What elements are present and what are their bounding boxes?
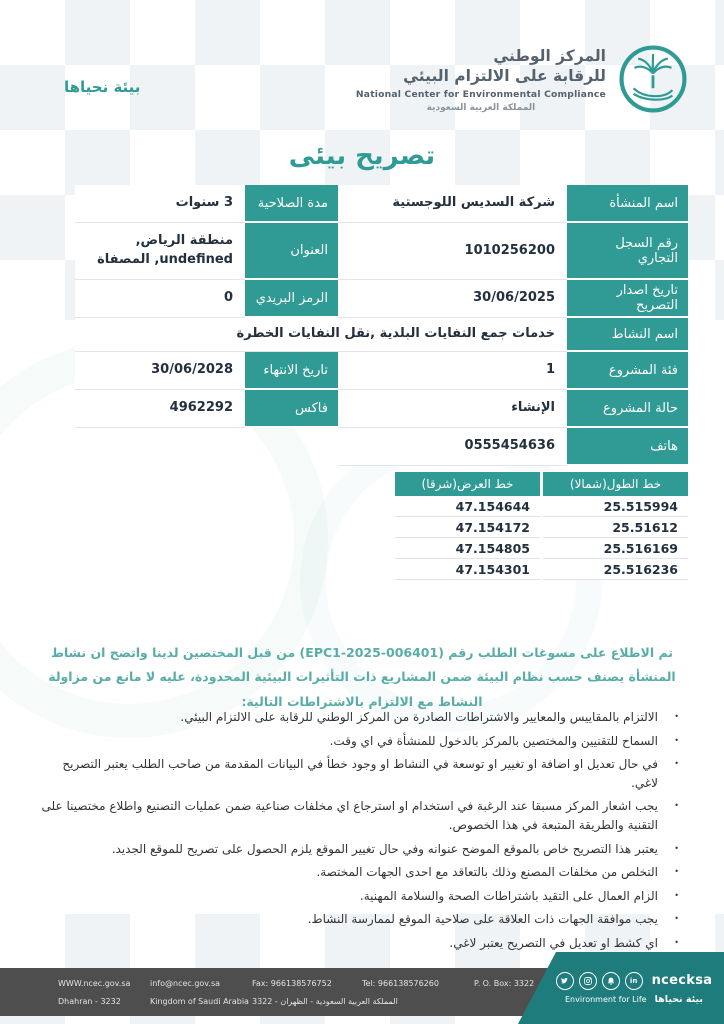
coords-value: 25.516236	[543, 559, 688, 580]
field-value-address: منطقة الرياض, undefined, المصفاة	[75, 223, 245, 280]
slogan-arabic: بيئة نحياها	[654, 993, 703, 1005]
condition-item: في حال تعديل او اضافة او تغيير او توسعة …	[36, 755, 688, 792]
footer-email: info@ncec.gov.sa	[150, 978, 221, 988]
field-label-facility-name: اسم المنشأة	[567, 185, 688, 223]
org-title-block: المركز الوطني للرقابة على الالتزام البيئ…	[356, 42, 606, 113]
footer-country: Kingdom of Saudi Arabia	[150, 996, 249, 1006]
condition-item: السماح للتقنيين والمختصين بالمركز بالدخو…	[36, 732, 688, 751]
field-value-commercial-register: 1010256200	[338, 223, 567, 280]
field-value-fax: 4962292	[75, 390, 245, 428]
org-name-arabic-line2: للرقابة على الالتزام البيئي	[403, 67, 606, 86]
field-label-project-status: حالة المشروع	[567, 390, 688, 428]
twitter-icon	[555, 971, 574, 990]
field-label-project-category: فئة المشروع	[567, 352, 688, 390]
field-value-project-category: 1	[338, 352, 567, 390]
condition-item: يجب اشعار المركز مسبقا عند الرغبة في است…	[36, 797, 688, 834]
coords-value: 25.515994	[543, 496, 688, 517]
field-label-validity-period: مدة الصلاحية	[245, 185, 338, 223]
field-value-validity-period: 3 سنوات	[75, 185, 245, 223]
field-value-facility-name: شركة السديس اللوجستية	[338, 185, 567, 223]
instagram-icon	[578, 971, 597, 990]
coords-value: 47.154301	[395, 559, 540, 580]
footer-pobox: P. O. Box: 3322	[474, 978, 535, 988]
field-label-expiry-date: تاريخ الانتهاء	[245, 352, 338, 390]
field-value-issue-date: 30/06/2025	[338, 280, 567, 318]
org-name-english: National Center for Environmental Compli…	[355, 89, 606, 101]
page-title: تصريح بيئى	[288, 141, 436, 171]
coords-value: 25.516169	[543, 538, 688, 559]
field-value-project-status: الإنشاء	[338, 390, 567, 428]
field-label-commercial-register: رقم السجل التجاري	[567, 223, 688, 280]
social-icons-row: in ncecksa	[555, 971, 713, 990]
permit-info-table: اسم المنشأة شركة السديس اللوجستية مدة ال…	[75, 185, 688, 466]
field-value-expiry-date: 30/06/2028	[75, 352, 245, 390]
coords-header-latitude-east: خط العرض(شرقا)	[395, 472, 540, 496]
field-label-postal-code: الرمز البريدي	[245, 280, 338, 318]
saudi-palm-swords-emblem-icon	[616, 42, 690, 120]
org-name-arabic-line1: المركز الوطني	[493, 47, 606, 65]
field-label-fax: فاكس	[245, 390, 338, 428]
coords-value: 47.154805	[395, 538, 540, 559]
conditions-list: الالتزام بالمقاييس والمعايير والاشتراطات…	[36, 708, 688, 958]
condition-item: الالتزام بالمقاييس والمعايير والاشتراطات…	[36, 708, 688, 727]
coords-value: 47.154172	[395, 517, 540, 538]
field-label-address: العنوان	[245, 223, 338, 280]
condition-item: يعتبر هذا التصريح خاص بالموقع الموضح عنو…	[36, 840, 688, 859]
field-value-phone: 0555454636	[338, 428, 567, 466]
coords-value: 47.154644	[395, 496, 540, 517]
linkedin-icon: in	[624, 971, 643, 990]
footer-fax: Fax: 966138576752	[252, 978, 332, 988]
footer-website: WWW.ncec.gov.sa	[58, 978, 131, 988]
org-country-arabic: المملكة العربية السعودية	[426, 103, 536, 114]
condition-item: يجب موافقة الجهات ذات العلاقة على صلاحية…	[36, 910, 688, 929]
field-value-activity-name: خدمات جمع النفايات البلدية ,نقل النفايات…	[75, 318, 567, 352]
footer-contact-bar: WWW.ncec.gov.sa info@ncec.gov.sa Fax: 96…	[0, 968, 598, 1016]
field-label-activity-name: اسم النشاط	[567, 318, 688, 352]
footer-address-arabic: المملكة العربية السعودية - الظهران - 332…	[252, 996, 398, 1006]
brand-tagline: بيئة نحياها	[64, 78, 141, 96]
social-handle: ncecksa	[651, 973, 713, 988]
coordinates-table: خط الطول(شمالا) خط العرض(شرقا) 25.515994…	[395, 472, 688, 580]
condition-item: اي كشط او تعديل في التصريح يعتبر لاغي.	[36, 934, 688, 953]
footer-brand-panel: in ncecksa Environment for Life بيئة نحي…	[518, 952, 724, 1024]
field-value-postal-code: 0	[75, 280, 245, 318]
bell-icon	[601, 971, 620, 990]
slogan-english: Environment for Life	[565, 994, 647, 1004]
footer-tel: Tel: 966138576260	[362, 978, 439, 988]
coords-header-longitude-north: خط الطول(شمالا)	[543, 472, 688, 496]
condition-item: التخلص من مخلفات المصنع وذلك بالتعاقد مع…	[36, 863, 688, 882]
approval-statement: تم الاطلاع على مسوغات الطلب رقم (EPC1-20…	[48, 645, 676, 709]
field-label-issue-date: تاريخ اصدار التصريح	[567, 280, 688, 318]
footer-city: Dhahran - 3232	[58, 996, 121, 1006]
coords-value: 25.51612	[543, 517, 688, 538]
condition-item: الزام العمال على التقيد باشتراطات الصحة …	[36, 887, 688, 906]
footer-slogans: Environment for Life بيئة نحياها	[565, 994, 703, 1005]
org-header: المركز الوطني للرقابة على الالتزام البيئ…	[356, 42, 690, 120]
field-label-phone: هاتف	[567, 428, 688, 466]
